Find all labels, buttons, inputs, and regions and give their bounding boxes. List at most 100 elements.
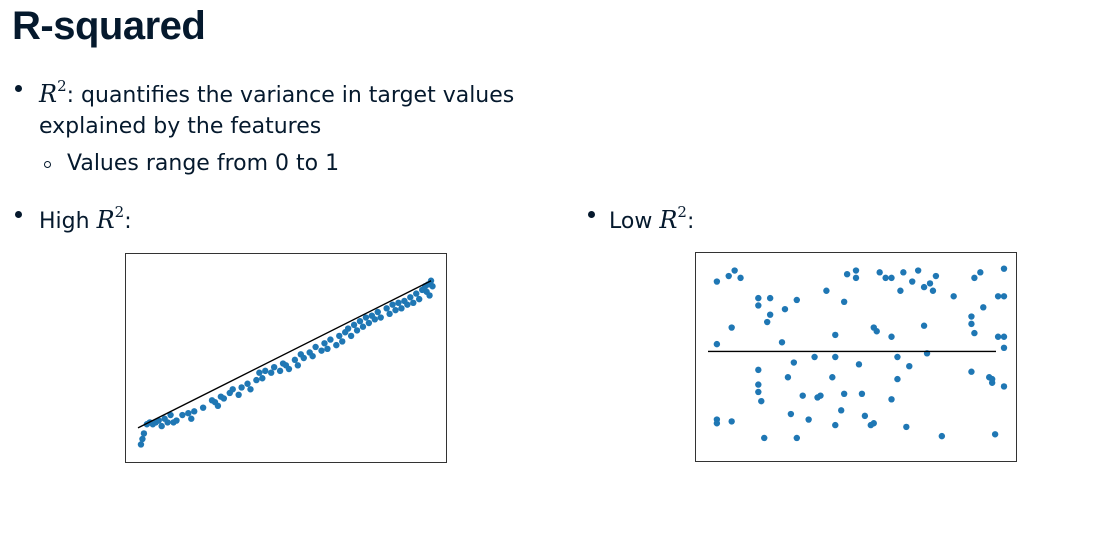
low-r2-label: Low R2: — [609, 203, 695, 234]
low-r2-plot — [708, 265, 1008, 442]
bullet-dot — [15, 85, 22, 92]
data-point — [950, 293, 957, 300]
data-point — [327, 336, 334, 343]
data-point — [270, 364, 278, 371]
data-point — [362, 314, 370, 321]
data-point — [395, 299, 402, 306]
data-point — [888, 274, 895, 282]
data-point — [994, 333, 1002, 340]
data-point — [852, 267, 860, 274]
data-point — [897, 287, 904, 294]
regression-line — [137, 280, 432, 429]
data-point — [894, 353, 901, 361]
data-point — [838, 407, 845, 414]
data-point — [214, 402, 222, 410]
data-point — [173, 417, 180, 424]
data-point — [188, 415, 195, 422]
data-point — [929, 287, 937, 294]
data-point — [876, 269, 883, 276]
low-r2-chart — [695, 252, 1017, 462]
data-point — [781, 305, 789, 313]
data-point — [333, 341, 340, 349]
data-point — [888, 396, 895, 403]
data-point — [817, 392, 824, 399]
data-point — [229, 386, 236, 393]
bullet-r2-definition: R2: quantifies the variance in target va… — [39, 69, 514, 115]
data-point — [903, 423, 910, 431]
data-point — [410, 299, 417, 306]
data-point — [971, 274, 978, 282]
data-point — [811, 353, 818, 361]
data-point — [392, 306, 399, 314]
data-point — [755, 366, 762, 374]
high-r2-label: High R2: — [39, 203, 132, 234]
data-point — [1000, 344, 1008, 351]
data-point — [321, 340, 328, 347]
data-point — [416, 295, 423, 303]
data-point — [407, 294, 414, 301]
data-point — [888, 333, 895, 340]
data-point — [900, 269, 907, 276]
data-point — [832, 331, 839, 339]
data-point — [268, 369, 275, 376]
data-point — [790, 359, 798, 366]
data-point — [291, 356, 299, 364]
data-point — [906, 363, 913, 370]
data-point — [238, 384, 245, 391]
data-point — [829, 374, 836, 381]
data-point — [793, 434, 800, 442]
data-point — [761, 434, 768, 442]
data-point — [199, 404, 207, 411]
data-point — [344, 325, 352, 332]
data-point — [413, 290, 420, 297]
data-point — [861, 412, 869, 420]
data-point — [167, 411, 174, 419]
data-point — [725, 272, 732, 280]
data-point — [971, 329, 978, 337]
data-point — [858, 390, 866, 397]
data-point — [852, 274, 860, 282]
data-point — [374, 308, 381, 316]
data-point — [977, 269, 984, 276]
data-point — [398, 305, 405, 312]
data-point — [389, 301, 396, 308]
data-point — [778, 339, 786, 346]
data-point — [991, 431, 999, 438]
data-point — [784, 374, 792, 381]
data-point — [244, 380, 251, 387]
data-point — [909, 278, 916, 285]
data-point — [1000, 383, 1008, 390]
data-point — [426, 292, 433, 299]
slide-title: R-squared — [12, 4, 206, 48]
data-point — [386, 310, 393, 318]
data-point — [737, 274, 744, 282]
data-point — [365, 319, 373, 327]
data-point — [793, 296, 800, 304]
data-point — [882, 274, 889, 282]
data-point — [728, 418, 735, 425]
data-point — [713, 278, 721, 285]
data-point — [968, 320, 975, 328]
data-point — [139, 435, 146, 443]
data-point — [324, 345, 331, 352]
r2-symbol: R2 — [659, 203, 687, 234]
high-r2-plot — [137, 277, 436, 448]
data-point — [787, 410, 795, 418]
data-point — [988, 375, 996, 383]
data-point — [300, 354, 307, 362]
data-point — [805, 416, 812, 423]
data-point — [855, 361, 863, 368]
bullet-text-line2: explained by the features — [39, 114, 322, 139]
data-point — [920, 283, 928, 291]
data-point — [832, 353, 839, 361]
data-point — [383, 305, 390, 312]
data-point — [755, 294, 762, 302]
data-point — [285, 365, 293, 373]
data-point — [980, 304, 987, 311]
data-point — [353, 327, 361, 334]
data-point — [404, 301, 411, 308]
bullet-text-line1: : quantifies the variance in target valu… — [66, 83, 515, 108]
data-point — [347, 332, 355, 340]
data-point — [920, 322, 928, 329]
r2-symbol: R2 — [39, 77, 67, 108]
